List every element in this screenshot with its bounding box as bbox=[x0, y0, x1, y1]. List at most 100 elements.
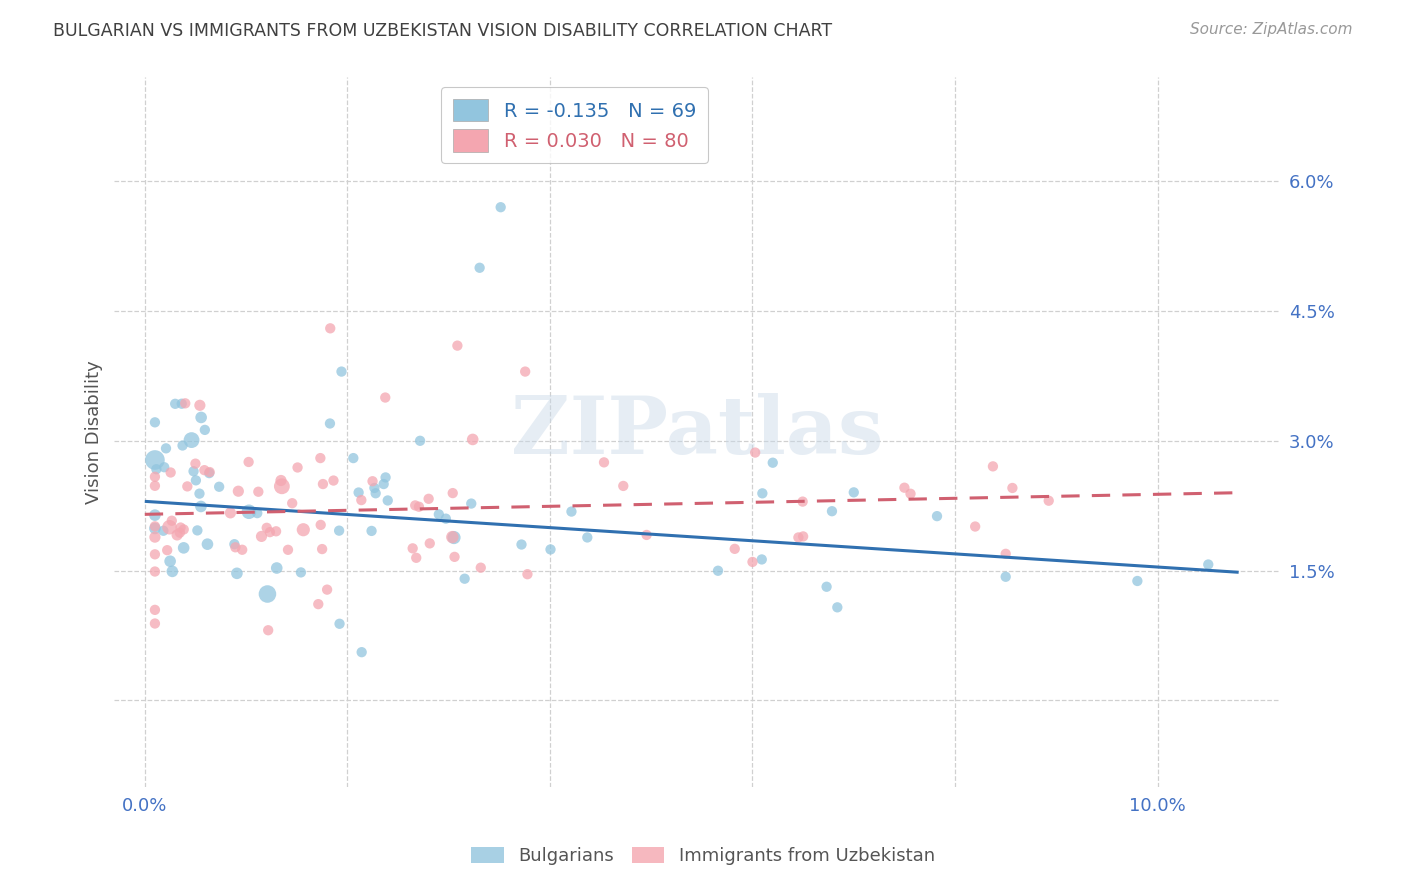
Point bbox=[246, 506, 269, 520]
Point bbox=[259, 525, 281, 540]
Point bbox=[350, 493, 373, 508]
Point bbox=[707, 564, 730, 578]
Point bbox=[361, 475, 384, 489]
Point bbox=[900, 487, 922, 501]
Point bbox=[270, 474, 292, 488]
Point bbox=[256, 521, 278, 535]
Point bbox=[434, 511, 457, 525]
Point bbox=[470, 560, 492, 574]
Point bbox=[560, 505, 582, 519]
Point bbox=[162, 565, 184, 579]
Point bbox=[143, 521, 166, 535]
Point bbox=[965, 519, 987, 533]
Point bbox=[143, 415, 166, 429]
Point bbox=[792, 494, 814, 508]
Point bbox=[312, 477, 335, 491]
Point bbox=[1126, 574, 1149, 588]
Point bbox=[184, 457, 207, 471]
Point bbox=[190, 410, 212, 425]
Legend: Bulgarians, Immigrants from Uzbekistan: Bulgarians, Immigrants from Uzbekistan bbox=[464, 839, 942, 872]
Point bbox=[342, 451, 364, 466]
Text: BULGARIAN VS IMMIGRANTS FROM UZBEKISTAN VISION DISABILITY CORRELATION CHART: BULGARIAN VS IMMIGRANTS FROM UZBEKISTAN … bbox=[53, 22, 832, 40]
Point bbox=[143, 479, 166, 493]
Point bbox=[815, 580, 838, 594]
Point bbox=[516, 567, 538, 582]
Point bbox=[468, 260, 491, 275]
Point bbox=[292, 523, 315, 537]
Point bbox=[186, 524, 208, 538]
Point bbox=[198, 465, 221, 479]
Point bbox=[347, 485, 370, 500]
Point bbox=[277, 542, 299, 557]
Point bbox=[540, 542, 562, 557]
Point bbox=[827, 600, 849, 615]
Point bbox=[180, 433, 202, 447]
Point bbox=[143, 565, 166, 579]
Point bbox=[461, 433, 484, 447]
Point bbox=[441, 530, 464, 544]
Point bbox=[510, 537, 533, 551]
Point bbox=[143, 530, 166, 544]
Point bbox=[193, 463, 215, 477]
Point bbox=[166, 528, 188, 542]
Point bbox=[238, 505, 260, 519]
Point bbox=[751, 486, 773, 500]
Point bbox=[145, 462, 167, 476]
Point bbox=[762, 456, 785, 470]
Point bbox=[153, 460, 176, 475]
Y-axis label: Vision Disability: Vision Disability bbox=[86, 360, 103, 504]
Point bbox=[198, 466, 221, 480]
Point bbox=[612, 479, 634, 493]
Point bbox=[159, 466, 181, 480]
Point bbox=[453, 572, 475, 586]
Point bbox=[143, 603, 166, 617]
Point bbox=[792, 529, 814, 543]
Point bbox=[194, 423, 217, 437]
Point bbox=[636, 528, 658, 542]
Point bbox=[994, 547, 1017, 561]
Point bbox=[404, 499, 426, 513]
Point bbox=[744, 445, 766, 459]
Point bbox=[143, 453, 166, 467]
Point bbox=[159, 520, 181, 534]
Point bbox=[994, 570, 1017, 584]
Point bbox=[172, 438, 194, 452]
Text: ZIPatlas: ZIPatlas bbox=[510, 393, 883, 471]
Point bbox=[266, 561, 288, 575]
Point bbox=[330, 365, 353, 379]
Point bbox=[256, 587, 278, 601]
Point bbox=[374, 391, 396, 405]
Point bbox=[842, 485, 865, 500]
Point bbox=[208, 480, 231, 494]
Point bbox=[174, 396, 197, 410]
Point bbox=[228, 484, 250, 499]
Point bbox=[408, 500, 430, 514]
Point bbox=[270, 479, 292, 493]
Point bbox=[893, 481, 915, 495]
Point bbox=[143, 519, 166, 533]
Point bbox=[224, 537, 246, 551]
Point bbox=[821, 504, 844, 518]
Point bbox=[1038, 493, 1060, 508]
Point bbox=[446, 338, 468, 352]
Point bbox=[143, 469, 166, 483]
Point bbox=[981, 459, 1004, 474]
Point bbox=[190, 500, 212, 514]
Point bbox=[165, 397, 187, 411]
Point bbox=[169, 525, 191, 540]
Text: Source: ZipAtlas.com: Source: ZipAtlas.com bbox=[1189, 22, 1353, 37]
Point bbox=[226, 566, 249, 581]
Point bbox=[363, 481, 385, 495]
Point bbox=[741, 555, 763, 569]
Point bbox=[441, 486, 464, 500]
Point bbox=[405, 550, 427, 565]
Point bbox=[169, 520, 191, 534]
Point bbox=[593, 455, 616, 469]
Point bbox=[322, 474, 344, 488]
Point bbox=[427, 508, 450, 522]
Point bbox=[219, 506, 242, 520]
Point bbox=[319, 321, 342, 335]
Point bbox=[1197, 558, 1219, 572]
Point bbox=[281, 496, 304, 510]
Point bbox=[156, 543, 179, 558]
